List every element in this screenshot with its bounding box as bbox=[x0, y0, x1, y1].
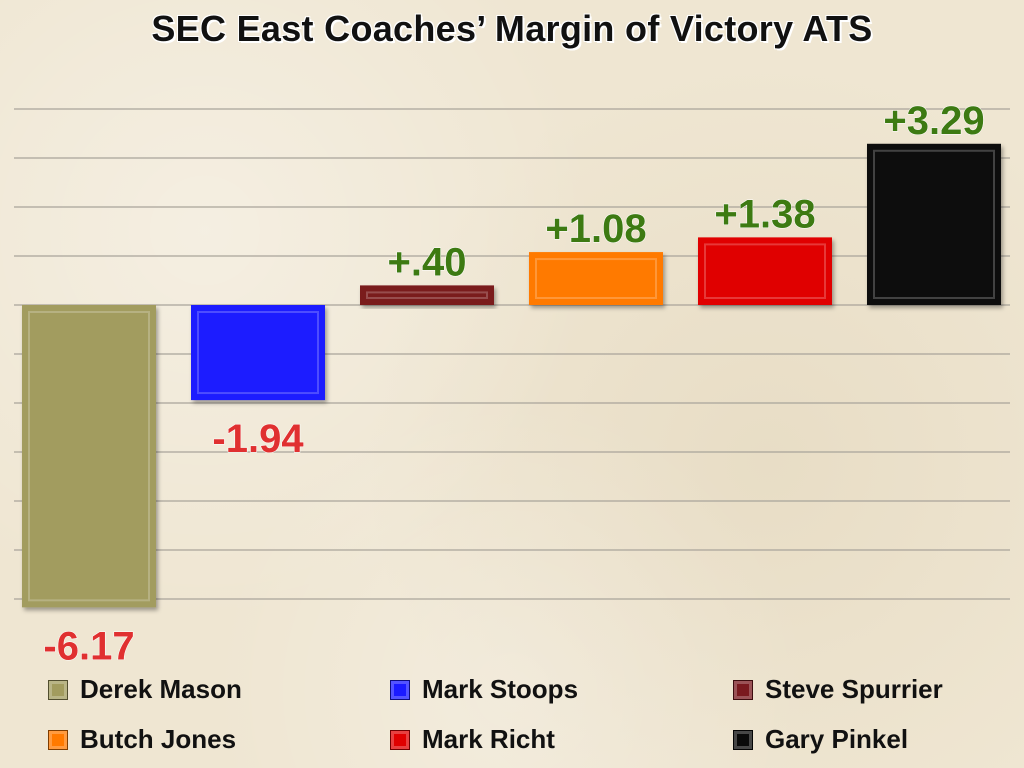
legend-label: Derek Mason bbox=[80, 674, 242, 704]
bar-bevel bbox=[535, 258, 657, 299]
data-label: +3.29 bbox=[883, 99, 984, 143]
bar bbox=[529, 252, 663, 305]
data-labels: -6.17 -1.94 +.40 +1.08 +1.38 +3.29 bbox=[43, 98, 985, 668]
bar bbox=[191, 305, 325, 401]
data-label: +.40 bbox=[388, 240, 467, 284]
legend-label: Mark Richt bbox=[422, 724, 555, 754]
legend-item: Butch Jones bbox=[48, 724, 236, 755]
bar-bevel bbox=[704, 243, 826, 300]
data-label: +1.38 bbox=[714, 192, 815, 236]
legend-item: Steve Spurrier bbox=[733, 674, 943, 705]
bar-gary-pinkel bbox=[867, 143, 1001, 305]
bar-bevel bbox=[873, 149, 995, 299]
bar bbox=[22, 305, 156, 608]
bars bbox=[22, 143, 1001, 608]
data-label: -6.17 bbox=[43, 624, 134, 668]
legend-label: Mark Stoops bbox=[422, 674, 579, 704]
bar-butch-jones bbox=[529, 252, 663, 305]
legend-label: Gary Pinkel bbox=[765, 724, 909, 754]
legend-swatch bbox=[48, 679, 68, 700]
legend-item: Mark Stoops bbox=[390, 674, 578, 705]
bar-mark-stoops bbox=[191, 305, 325, 401]
legend: Derek Mason Mark Stoops Steve Spurrier Butc… bbox=[0, 668, 1024, 768]
gridlines bbox=[14, 108, 1010, 600]
bar-bevel bbox=[28, 311, 150, 602]
bar bbox=[360, 285, 494, 305]
bar bbox=[867, 143, 1001, 305]
bar bbox=[698, 237, 832, 305]
legend-swatch bbox=[390, 679, 410, 700]
bar-bevel bbox=[366, 291, 488, 299]
data-label: -1.94 bbox=[212, 417, 304, 461]
legend-swatch bbox=[390, 729, 410, 750]
legend-swatch bbox=[733, 729, 753, 750]
bar-bevel bbox=[197, 311, 319, 395]
bar-derek-mason bbox=[22, 305, 156, 608]
legend-swatch bbox=[733, 679, 753, 700]
legend-label: Butch Jones bbox=[80, 724, 237, 754]
bar-mark-richt bbox=[698, 237, 832, 305]
legend-swatch bbox=[48, 729, 68, 750]
legend-label: Steve Spurrier bbox=[765, 674, 943, 704]
data-label: +1.08 bbox=[545, 207, 646, 251]
legend-item: Gary Pinkel bbox=[733, 724, 908, 755]
bar-steve-spurrier bbox=[360, 285, 494, 305]
chart-title: SEC East Coaches’ Margin of Victory ATS bbox=[151, 8, 873, 49]
bar-chart: -6.17 -1.94 +.40 +1.08 +1.38 +3.29 bbox=[14, 98, 1010, 668]
legend-item: Derek Mason bbox=[48, 674, 242, 705]
legend-item: Mark Richt bbox=[390, 724, 555, 755]
